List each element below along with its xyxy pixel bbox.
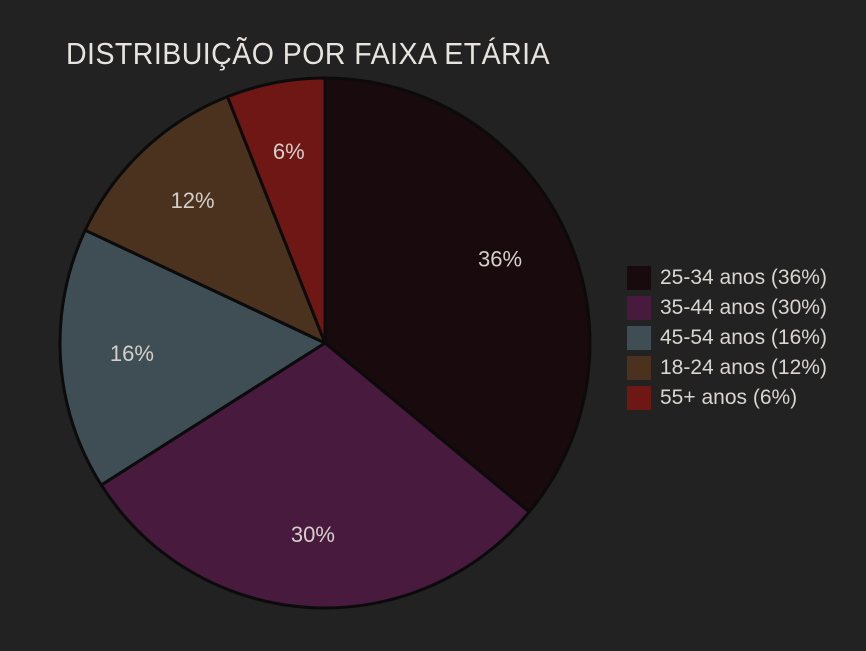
legend-label: 55+ anos (6%) <box>660 386 798 409</box>
pie-slice <box>323 76 592 514</box>
legend-label: 45-54 anos (16%) <box>660 326 827 349</box>
legend-item: 25-34 anos (36%) <box>627 266 827 290</box>
legend-swatch-icon <box>627 296 651 320</box>
legend-swatch-icon <box>627 386 651 410</box>
legend-item: 35-44 anos (30%) <box>627 296 827 320</box>
legend-swatch-icon <box>627 326 651 350</box>
legend-item: 18-24 anos (12%) <box>627 356 827 380</box>
pie-slice-label: 16% <box>110 341 154 366</box>
legend-label: 35-44 anos (30%) <box>660 296 827 319</box>
chart-title: DISTRIBUIÇÃO POR FAIXA ETÁRIA <box>66 36 551 71</box>
legend-swatch-icon <box>627 356 651 380</box>
pie-slice-label: 30% <box>291 522 335 547</box>
legend-item: 55+ anos (6%) <box>627 386 827 410</box>
pie-slice <box>58 228 327 487</box>
pie-slice-label: 6% <box>273 139 305 164</box>
pie-slice <box>225 76 327 345</box>
legend-swatch-icon <box>627 266 651 290</box>
legend-item: 45-54 anos (16%) <box>627 326 827 350</box>
legend-label: 25-34 anos (36%) <box>660 266 827 289</box>
pie-slice-label: 36% <box>478 246 522 271</box>
legend-label: 18-24 anos (12%) <box>660 356 827 379</box>
pie-slice <box>99 341 531 610</box>
pie-slice-label: 12% <box>171 188 215 213</box>
pie-slice <box>83 95 327 345</box>
chart-legend: 25-34 anos (36%) 35-44 anos (30%) 45-54 … <box>627 266 827 410</box>
